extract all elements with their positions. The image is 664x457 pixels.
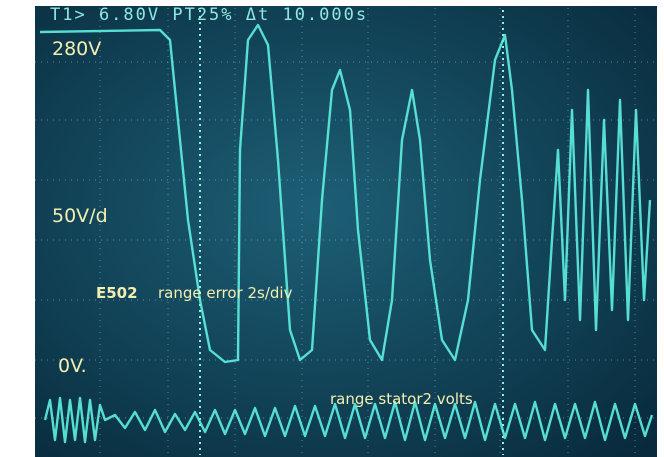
scale-label: 50V/d — [52, 205, 108, 227]
error-text: range error 2s/div — [158, 284, 293, 302]
zero-label: 0V. — [58, 355, 87, 377]
oscilloscope-photo: T1> 6.80V PT25% Δt 10.000s 280V 50V/d 0V… — [0, 0, 664, 457]
trace-label: range stator2 volts — [330, 390, 473, 408]
top-label: 280V — [52, 38, 101, 60]
error-code: E502 — [96, 284, 138, 302]
header-readout: T1> 6.80V PT25% Δt 10.000s — [50, 5, 368, 25]
